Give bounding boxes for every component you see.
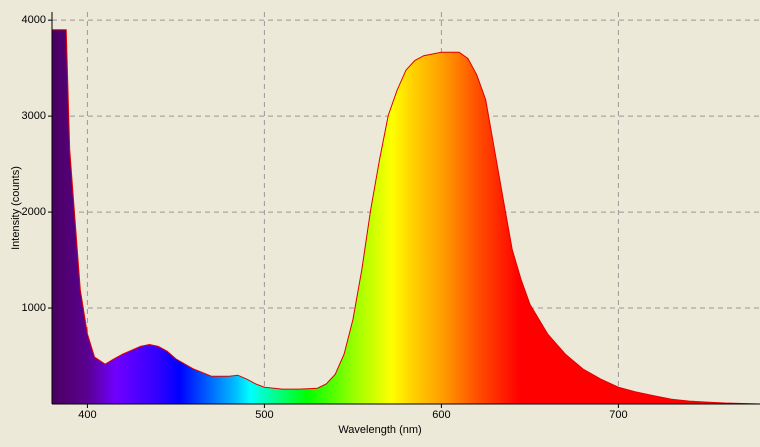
y-tick-label: 2000 xyxy=(22,206,46,218)
y-tick-label: 3000 xyxy=(22,110,46,122)
x-tick-label: 400 xyxy=(78,409,96,421)
x-axis-label: Wavelength (nm) xyxy=(338,424,421,436)
spectrum-area xyxy=(52,29,760,405)
y-tick-label: 1000 xyxy=(22,302,46,314)
y-axis-label: Intensity (counts) xyxy=(10,166,22,250)
y-tick-label: 4000 xyxy=(22,14,46,26)
spectrum-line xyxy=(52,29,760,405)
x-tick-label: 600 xyxy=(432,409,450,421)
x-tick-label: 700 xyxy=(609,409,627,421)
x-tick-label: 500 xyxy=(255,409,273,421)
